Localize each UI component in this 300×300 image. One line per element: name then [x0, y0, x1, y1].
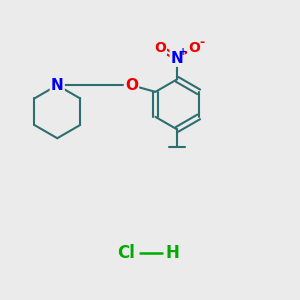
Text: O: O: [125, 78, 138, 93]
Text: +: +: [179, 47, 187, 57]
Text: N: N: [171, 51, 184, 66]
Text: O: O: [154, 41, 166, 55]
Text: N: N: [51, 78, 64, 93]
Text: Cl: Cl: [118, 244, 135, 262]
Text: O: O: [188, 41, 200, 55]
Text: H: H: [165, 244, 179, 262]
Text: -: -: [199, 36, 204, 49]
